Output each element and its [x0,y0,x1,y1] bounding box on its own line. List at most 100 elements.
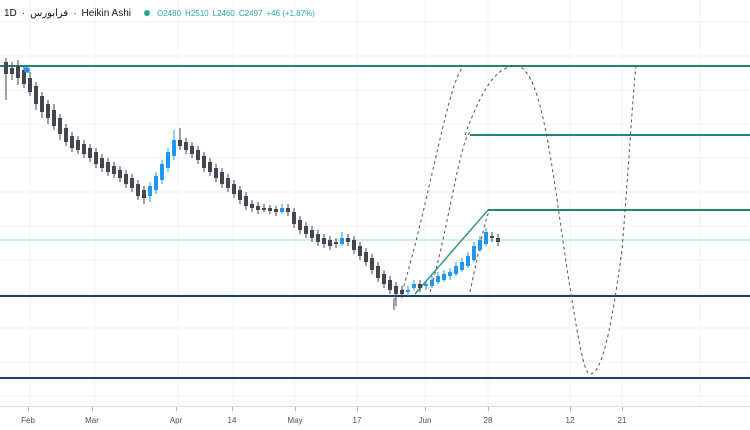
bear-candle [418,284,422,288]
bear-candle [34,86,38,104]
bear-candle [496,238,500,242]
bear-candle [52,110,56,126]
ohlc-values: O2480 H2510 L2460 C2497 +46 (+1.87%) [157,9,315,18]
bear-candle [190,146,194,154]
bear-candle [82,144,86,154]
bull-candle [172,140,176,156]
bull-candle [454,266,458,274]
close-value: C2497 [238,8,263,18]
bear-candle [130,178,134,188]
bull-candle [148,186,152,196]
bear-candle [100,158,104,168]
bear-candle [364,252,368,262]
bear-candle [124,174,128,184]
bear-candle [28,78,32,92]
bull-candle [448,272,452,276]
bear-candle [328,240,332,246]
bull-candle [484,232,488,244]
bear-candle [4,62,8,74]
x-axis-label: Apr [169,416,183,425]
bear-candle [292,212,296,224]
bear-candle [16,66,20,78]
bear-candle [118,170,122,178]
bear-candle [262,208,266,210]
bear-candle [334,242,338,244]
bear-candle [88,148,92,158]
bear-candle [310,230,314,238]
bear-candle [298,220,302,230]
bear-candle [286,208,290,212]
x-axis-label: Mar [85,416,99,425]
symbol-legend: 1D · فرابورس · Heikin Ashi O2480 H2510 L… [4,6,315,20]
bear-candle [226,178,230,188]
x-axis-tick [295,407,296,411]
time-axis[interactable]: Feb Mar Apr 14 May 17 Jun 28 12 21 [0,406,750,430]
bear-candle [358,246,362,256]
bear-candle [220,172,224,184]
bear-candle [58,118,62,134]
x-axis-label: 17 [352,416,362,425]
bear-candle [394,286,398,294]
bull-candle [154,176,158,190]
price-marker-icon [24,67,30,73]
bear-candle [322,238,326,244]
bear-candle [208,162,212,172]
bull-candle [340,238,344,244]
x-axis-tick [622,407,623,411]
timeframe-label[interactable]: 1D [4,7,17,19]
bear-candle [376,266,380,278]
bear-candle [256,206,260,210]
chart-style-label[interactable]: Heikin Ashi [81,7,132,19]
bear-candle [250,204,254,208]
bear-candle [268,208,272,211]
bear-candle [64,128,68,142]
x-axis-tick [232,407,233,411]
low-value: L2460 [212,8,235,18]
bear-candle [136,184,140,196]
open-value: O2480 [157,8,182,18]
trend-line [414,209,489,295]
bear-candle [274,209,278,212]
bear-candle [400,290,404,294]
bear-candle [46,104,50,118]
symbol-name[interactable]: فرابورس [30,7,69,19]
dashed-projection-line-left [401,65,466,293]
bull-candle [160,164,164,180]
bear-candle [214,168,218,178]
bear-candle [346,238,350,242]
bull-candle [412,284,416,288]
x-axis-label: May [287,416,303,425]
bull-candle [460,262,464,270]
bear-candle [94,152,98,164]
bear-candle [244,196,248,206]
bull-candle [406,290,410,292]
bear-candle [238,190,242,200]
x-axis-tick [28,407,29,411]
dashed-wave-curve [464,65,637,375]
bear-candle [76,140,80,150]
bull-candle [466,256,470,266]
bull-candle [436,276,440,282]
x-axis-label: 21 [617,416,627,425]
change-value: +46 (+1.87%) [266,8,315,18]
dashed-projection-line-short [469,209,491,293]
bear-candle [388,280,392,290]
bear-candle [202,156,206,168]
bull-candle [280,208,284,212]
x-axis-tick [488,407,489,411]
bear-candle [22,70,26,84]
bull-candle [472,246,476,260]
x-axis-label: Jun [418,416,432,425]
bear-candle [352,240,356,250]
high-value: H2510 [185,8,209,18]
x-axis-tick [425,407,426,411]
bear-candle [232,184,236,194]
bear-candle [70,136,74,148]
bull-candle [478,240,482,250]
legend-separator: · [73,7,77,19]
bear-candle [304,226,308,234]
x-axis-tick [92,407,93,411]
bull-candle [442,274,446,280]
